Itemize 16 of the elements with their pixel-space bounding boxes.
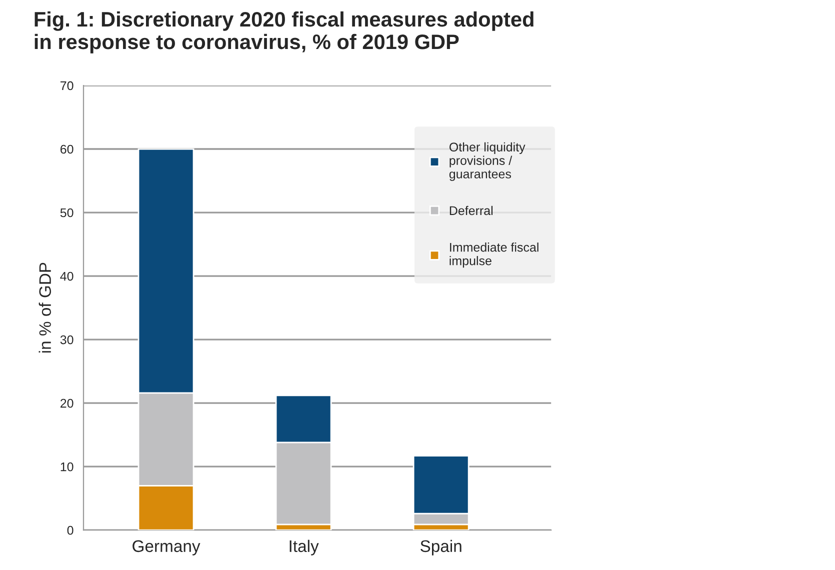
- y-tick-label: 30: [60, 335, 74, 344]
- y-tick-label: 60: [60, 144, 74, 154]
- y-tick-label: 70: [60, 81, 74, 90]
- y-tick-label: 0: [67, 526, 74, 535]
- y-tick-label: 20: [60, 398, 74, 408]
- y-tick-label: 50: [60, 208, 74, 218]
- y-tick-label: 40: [60, 272, 74, 281]
- x-tick-label: Italy: [290, 540, 319, 556]
- y-axis-title: in % of GDP: [38, 262, 52, 353]
- x-tick-label: Spain: [420, 540, 462, 556]
- legend-label: Immediate fiscal impulse: [450, 242, 538, 268]
- x-tick-label: Germany: [132, 540, 200, 556]
- chart-title: Fig. 1: Discretionary 2020 fiscal measures adopted in response to coronavirus, % of 2019 GDP: [34, 11, 534, 54]
- legend-label: Deferral: [450, 206, 493, 216]
- y-tick-label: 10: [60, 462, 74, 472]
- legend-label: Other liquidity provisions / guarantees: [449, 142, 526, 181]
